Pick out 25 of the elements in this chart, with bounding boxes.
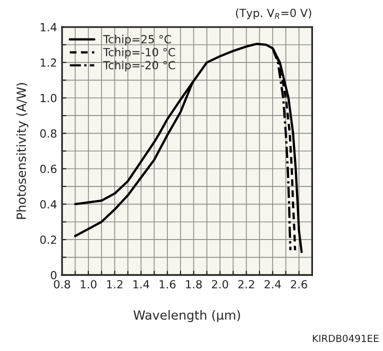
legend-label: Tchip=25 °C bbox=[103, 34, 172, 46]
x-tick-label: 1.4 bbox=[133, 280, 150, 288]
x-tick-label: 1.6 bbox=[160, 280, 176, 288]
text: (Typ. V$_{R}$=0 V) bbox=[236, 8, 312, 20]
x-axis-title: Wavelength (µm) bbox=[134, 310, 240, 322]
x-tick-label: 2.6 bbox=[290, 280, 308, 288]
x-tick-label: 2.2 bbox=[238, 280, 254, 288]
x-tick-label: 2.4 bbox=[264, 280, 281, 288]
text: KIRDB0491EE bbox=[312, 334, 379, 342]
y-tick-label: 1.4 bbox=[40, 23, 57, 32]
y-axis-title: Photosensitivity (A/W) bbox=[16, 83, 28, 219]
legend-label: Tchip=-10 °C bbox=[103, 48, 176, 59]
x-tick-label: 1.8 bbox=[186, 280, 202, 288]
y-tick-label: 0.8 bbox=[40, 129, 56, 138]
y-tick-label: 0.2 bbox=[40, 236, 56, 244]
y-tick-label: 0.4 bbox=[40, 200, 57, 209]
x-tick-label: 0.8 bbox=[54, 280, 70, 288]
y-tick-label: 0 bbox=[50, 270, 56, 280]
x-tick-label: 1.0 bbox=[80, 280, 96, 288]
y-tick-label: 0.6 bbox=[40, 164, 56, 174]
x-tick-label: 2.0 bbox=[212, 280, 228, 288]
x-tick-label: 1.2 bbox=[107, 280, 122, 288]
y-tick-label: 1.0 bbox=[40, 94, 56, 102]
legend-label: Tchip=-20 °C bbox=[103, 60, 176, 72]
y-tick-label: 1.2 bbox=[40, 58, 56, 67]
